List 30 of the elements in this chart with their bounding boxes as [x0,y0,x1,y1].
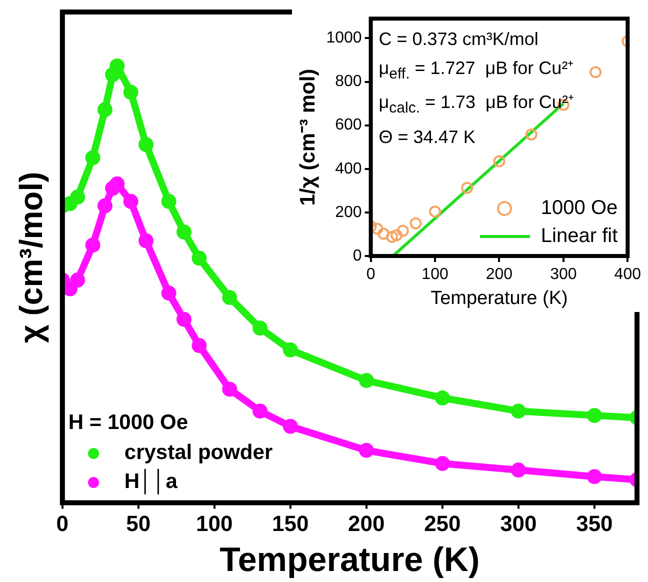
annotation: Θ = 34.47 K [378,126,476,149]
x-tick-label: 400 [614,266,642,284]
y-tick-label: 0 [352,247,362,264]
x-tick-label: 50 [126,511,151,536]
x-tick-label: 100 [196,511,233,536]
y-tick-label: 400 [335,160,362,178]
y-tick-label: 1000 [326,30,362,47]
annotation: C = 0.373 cm³K/mol [378,28,540,51]
y-axis-title: χ (cm³/mol) [13,172,50,344]
y-tick-label: 200 [335,204,362,221]
x-tick-label: 300 [550,266,577,284]
y-axis-title: 1/χ (cm⁻³ mol) [296,68,320,206]
y-tick-label: 600 [335,116,362,134]
legend-label: H││a [124,470,178,494]
x-axis-title: Temperature (K) [220,540,480,579]
y-tick-label: 800 [335,73,362,90]
x-tick-label: 0 [366,266,376,284]
x-tick-label: 0 [56,511,69,536]
x-tick-label: 350 [576,511,613,536]
legend-label: Linear fit [540,224,618,248]
x-axis-title: Temperature (K) [430,288,568,309]
legend-label: crystal powder [124,441,273,466]
x-tick-label: 150 [272,511,309,536]
legend-label: 1000 Oe [540,196,618,220]
legend-title: H = 1000 Oe [68,410,190,435]
annotation: μ$_{eff.}$ = 1.727 μB for Cu²⁺ [378,56,574,84]
x-tick-label: 200 [486,266,513,284]
x-tick-label: 300 [500,511,537,536]
x-tick-label: 100 [422,266,448,284]
x-tick-label: 250 [424,511,461,536]
